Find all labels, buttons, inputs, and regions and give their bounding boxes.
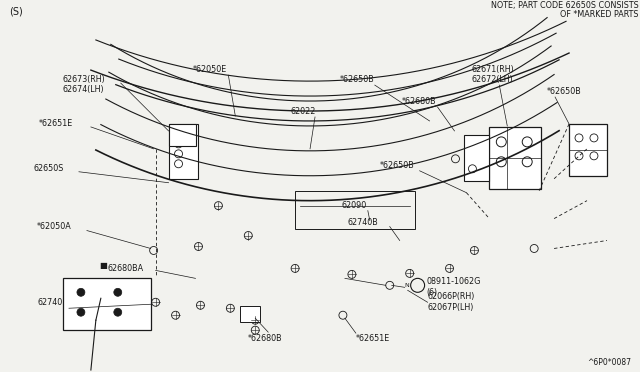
Text: (S): (S) [9,6,23,16]
Text: *62651E: *62651E [356,334,390,343]
Text: *62650B: *62650B [380,161,415,170]
Text: NOTE; PART CODE 62650S CONSISTS: NOTE; PART CODE 62650S CONSISTS [491,1,639,10]
Text: *62680B: *62680B [248,334,283,343]
Circle shape [77,308,85,316]
Text: 08911-1062G: 08911-1062G [427,277,481,286]
Text: OF *MARKED PARTS: OF *MARKED PARTS [560,10,639,19]
Text: 62673(RH): 62673(RH) [63,75,106,84]
Text: *62050E: *62050E [193,65,227,74]
Text: 62740: 62740 [37,298,62,307]
FancyBboxPatch shape [465,135,490,181]
FancyBboxPatch shape [63,278,150,330]
Text: 62672(LH): 62672(LH) [472,75,513,84]
Text: *62650B: *62650B [547,87,582,96]
Text: 62022: 62022 [290,106,316,115]
Text: ■: ■ [99,262,107,270]
Text: 62650S: 62650S [33,164,63,173]
Circle shape [114,308,122,316]
Text: 62090: 62090 [342,201,367,210]
Text: 62674(LH): 62674(LH) [63,84,104,94]
FancyBboxPatch shape [240,306,260,322]
Text: 62671(RH): 62671(RH) [472,65,514,74]
FancyBboxPatch shape [569,124,607,176]
Text: 62067P(LH): 62067P(LH) [428,303,474,312]
Text: *62680B: *62680B [402,97,436,106]
Text: *62650B: *62650B [340,75,374,84]
Text: (6): (6) [427,288,438,297]
Text: 62740B: 62740B [348,218,379,227]
Circle shape [114,288,122,296]
Text: *62050A: *62050A [37,222,72,231]
Text: *62651E: *62651E [39,119,74,128]
Text: ^6P0*0087: ^6P0*0087 [587,357,631,366]
Text: 62066P(RH): 62066P(RH) [428,292,475,301]
Circle shape [77,288,85,296]
Text: N: N [404,283,409,288]
FancyBboxPatch shape [168,124,196,146]
FancyBboxPatch shape [490,127,541,189]
Text: 62680BA: 62680BA [108,264,144,273]
FancyBboxPatch shape [295,191,415,228]
FancyBboxPatch shape [168,124,198,179]
